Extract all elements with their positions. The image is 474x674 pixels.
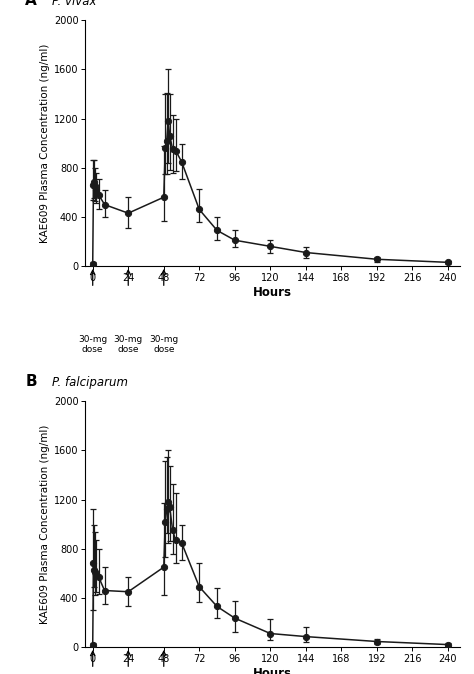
Y-axis label: KAE609 Plasma Concentration (ng/ml): KAE609 Plasma Concentration (ng/ml)	[40, 43, 50, 243]
Text: B: B	[26, 374, 37, 389]
X-axis label: Hours: Hours	[253, 286, 292, 299]
X-axis label: Hours: Hours	[253, 667, 292, 674]
Text: 30-mg
dose: 30-mg dose	[78, 335, 107, 355]
Text: 30-mg
dose: 30-mg dose	[114, 335, 143, 355]
Text: P. vivax: P. vivax	[52, 0, 96, 8]
Text: A: A	[26, 0, 37, 8]
Text: P. falciparum: P. falciparum	[52, 376, 128, 389]
Y-axis label: KAE609 Plasma Concentration (ng/ml): KAE609 Plasma Concentration (ng/ml)	[40, 425, 50, 624]
Text: 30-mg
dose: 30-mg dose	[149, 335, 178, 355]
